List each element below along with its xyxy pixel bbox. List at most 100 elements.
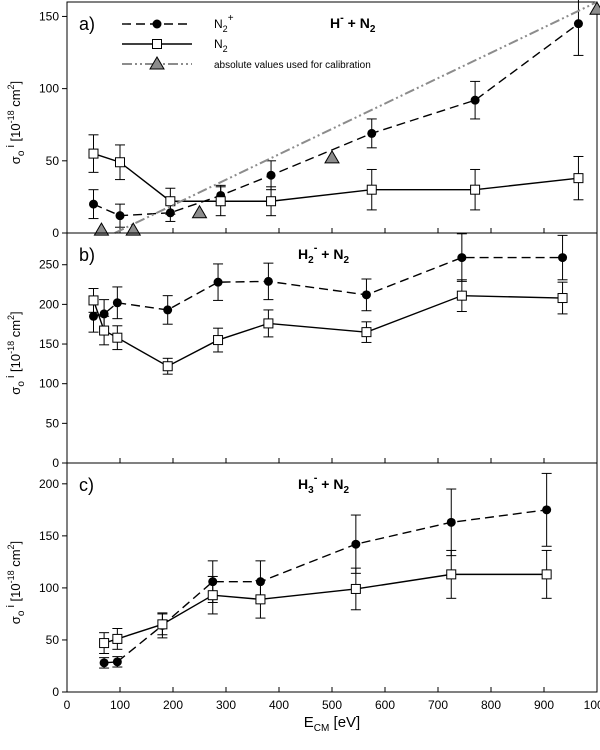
y-label-sup: i <box>5 605 17 611</box>
y-tick-label: 100 <box>39 581 59 595</box>
title-mid: + N <box>317 246 343 262</box>
title-sub: 2 <box>343 485 349 496</box>
y-label-sigma: σ <box>8 387 23 395</box>
legend-label: N2 <box>214 37 228 54</box>
x-tick-label: 300 <box>216 698 236 712</box>
x-tick-label: 500 <box>322 698 342 712</box>
x-tick-label: 200 <box>163 698 183 712</box>
x-label-sub: CM <box>314 723 330 734</box>
data-point <box>470 184 481 195</box>
legend-marker <box>152 19 162 29</box>
legend-label: N2+ <box>214 13 234 34</box>
x-label-base: E <box>304 714 314 731</box>
series-line <box>103 573 547 644</box>
data-point <box>324 149 340 164</box>
data-point <box>99 325 110 336</box>
data-point <box>93 222 110 236</box>
data-point <box>112 298 122 308</box>
x-tick-label: 1000 <box>584 698 600 712</box>
panel-title: H- + N2 <box>330 12 376 35</box>
y-label-sub: o <box>16 150 27 156</box>
data-point <box>215 196 226 207</box>
data-point <box>573 173 584 184</box>
x-label-unit: [eV] <box>329 714 360 731</box>
title-mid: + N <box>344 15 370 31</box>
series-line <box>92 294 563 368</box>
y-tick-label: 0 <box>52 685 59 699</box>
y-tick-label: 0 <box>52 456 59 470</box>
legend-label-base: absolute values used for calibration <box>214 60 371 71</box>
y-label-sub: o <box>16 381 27 387</box>
data-point <box>213 277 223 287</box>
data-point <box>255 594 266 605</box>
series-line <box>93 152 579 202</box>
y-label-cm: cm <box>8 320 23 341</box>
x-tick-label: 700 <box>428 698 448 712</box>
y-tick-label: 200 <box>39 477 59 491</box>
data-point <box>446 517 456 527</box>
data-point <box>367 128 377 138</box>
series-line <box>93 256 563 317</box>
data-point <box>115 157 125 168</box>
title-sub1: 2 <box>308 255 314 266</box>
panel-title: H2- + N2 <box>298 242 349 266</box>
data-point <box>112 633 123 644</box>
y-label-cm-exp: 2 <box>6 544 16 549</box>
y-tick-label: 100 <box>39 82 59 96</box>
data-point <box>351 539 361 549</box>
data-point <box>263 318 274 329</box>
y-tick-label: 250 <box>39 258 59 272</box>
data-point <box>162 361 173 372</box>
title-sub1: 3 <box>308 485 314 496</box>
x-tick-label: 0 <box>64 698 71 712</box>
data-point <box>263 276 273 286</box>
legend-label-base: N <box>214 37 223 51</box>
data-point <box>589 1 600 15</box>
y-label-close: ] <box>8 311 23 315</box>
y-label-exp: -18 <box>6 570 16 583</box>
series-line <box>114 1 598 234</box>
y-label-unit: [10 <box>8 354 23 376</box>
data-point <box>99 658 109 668</box>
x-tick-label: 100 <box>110 698 130 712</box>
data-point <box>557 293 568 304</box>
x-tick-label: 600 <box>375 698 395 712</box>
title-sup: - <box>340 12 344 24</box>
series-N2 <box>88 279 568 375</box>
data-point <box>361 290 371 300</box>
y-axis-label: σo i [10-18 cm2] <box>5 311 27 394</box>
data-point <box>191 204 208 219</box>
y-tick-label: 50 <box>46 154 60 168</box>
y-axis-label: σo i [10-18 cm2] <box>5 541 27 624</box>
legend-label-sub: 2 <box>223 24 228 34</box>
panel-title: H3- + N2 <box>298 472 349 496</box>
series-N2 <box>88 134 584 217</box>
data-point <box>470 95 480 105</box>
data-point <box>541 569 552 580</box>
x-tick-label: 400 <box>269 698 289 712</box>
series-line <box>93 23 579 217</box>
data-point <box>88 295 99 306</box>
data-point <box>99 638 110 649</box>
title-sup: - <box>314 242 318 254</box>
series-N2 <box>99 549 552 654</box>
title-sub: 2 <box>343 255 349 266</box>
series-line <box>104 509 547 664</box>
y-label-unit: [10 <box>8 123 23 145</box>
y-label-sigma: σ <box>8 156 23 164</box>
data-point <box>165 196 176 207</box>
data-point <box>112 657 122 667</box>
y-label-sup: i <box>5 376 17 382</box>
y-tick-label: 150 <box>39 529 59 543</box>
series-calibration <box>93 1 600 236</box>
y-tick-label: 0 <box>52 226 59 240</box>
data-point <box>266 196 277 207</box>
title-base: H <box>298 476 308 492</box>
y-label-sub: o <box>16 610 27 616</box>
legend-label-sup: + <box>228 13 234 24</box>
title-sup: - <box>314 472 318 484</box>
